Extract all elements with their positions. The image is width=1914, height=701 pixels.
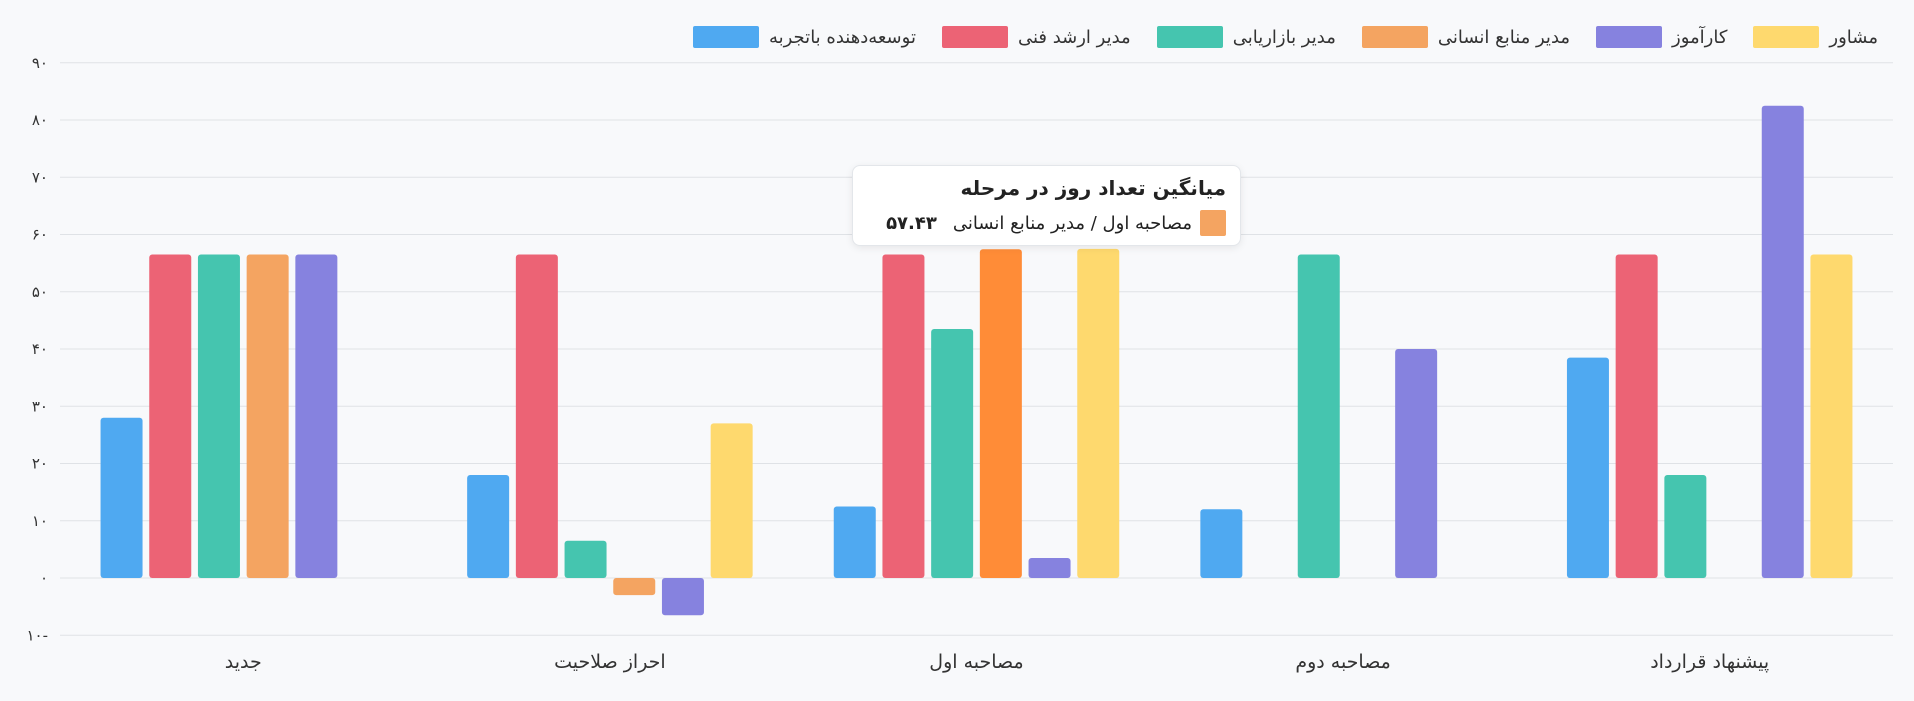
y-tick-label: ۶۰: [32, 226, 48, 244]
category-label: مصاحبه دوم: [1295, 651, 1391, 673]
legend-swatch: [1361, 26, 1428, 48]
legend-swatch: [1156, 26, 1223, 48]
bar[interactable]: [1615, 254, 1658, 578]
bar[interactable]: [100, 417, 143, 578]
bar[interactable]: [1395, 349, 1438, 578]
legend-swatch: [692, 26, 759, 48]
legend-label: مدیر منابع انسانی: [1437, 26, 1571, 48]
legend-swatch: [1753, 26, 1820, 48]
y-tick-label: ۴۰: [32, 340, 48, 358]
tooltip-swatch: [1200, 210, 1226, 236]
bar[interactable]: [246, 254, 289, 578]
legend-label: توسعه‌دهنده باتجربه: [768, 26, 916, 48]
y-tick-label: ۱۰: [32, 512, 48, 530]
category-label: پیشنهاد قرارداد: [1650, 651, 1769, 673]
legend-item[interactable]: مدیر ارشد فنی: [941, 26, 1131, 48]
bar[interactable]: [661, 578, 704, 616]
tooltip-title: میانگین تعداد روز در مرحله: [960, 176, 1226, 200]
y-tick-label: ۰: [40, 569, 48, 587]
legend-label: مدیر ارشد فنی: [1017, 26, 1131, 48]
category-label: احراز صلاحیت: [554, 651, 666, 673]
bar[interactable]: [515, 254, 558, 578]
tooltip: میانگین تعداد روز در مرحله مصاحبه اول / …: [852, 165, 1241, 246]
bar[interactable]: [1761, 105, 1804, 578]
legend-item[interactable]: مدیر منابع انسانی: [1361, 26, 1571, 48]
bars: [100, 105, 1853, 616]
legend-swatch: [941, 26, 1008, 48]
bar[interactable]: [1077, 248, 1120, 578]
x-axis-categories: جدید احراز صلاحیت مصاحبه اول مصاحبه دوم پیشن…: [225, 651, 1769, 673]
bar[interactable]: [197, 254, 240, 578]
legend-item[interactable]: مدیر بازاریابی: [1156, 26, 1336, 48]
bar[interactable]: [564, 540, 607, 578]
y-tick-label: ۱۰-: [26, 626, 48, 644]
legend: مشاور کارآموز مدیر منابع انسانی مدیر بازاری…: [692, 26, 1878, 48]
y-tick-label: ۳۰: [32, 397, 48, 415]
y-tick-label: ۸۰: [32, 111, 48, 129]
bar[interactable]: [1664, 474, 1707, 578]
category-label: جدید: [225, 651, 262, 673]
legend-label: کارآموز: [1672, 26, 1728, 48]
legend-label: مشاور: [1829, 26, 1878, 48]
y-axis-ticks: ۱۰- ۰ ۱۰ ۲۰ ۳۰ ۴۰ ۵۰ ۶۰ ۷۰ ۸۰ ۹۰: [26, 54, 48, 645]
y-tick-label: ۹۰: [32, 54, 48, 72]
bar[interactable]: [710, 423, 753, 578]
bar[interactable]: [613, 578, 656, 596]
tooltip-row: مصاحبه اول / مدیر منابع انسانی ۵۷.۴۳: [867, 210, 1226, 236]
bar[interactable]: [1297, 254, 1340, 578]
category-label: مصاحبه اول: [929, 651, 1023, 673]
bar[interactable]: [833, 506, 876, 578]
bar[interactable]: [1200, 509, 1243, 578]
legend-swatch: [1596, 26, 1663, 48]
y-tick-label: ۷۰: [32, 168, 48, 186]
y-tick-label: ۵۰: [32, 283, 48, 301]
legend-item[interactable]: کارآموز: [1596, 26, 1727, 48]
bar[interactable]: [467, 474, 510, 578]
bar[interactable]: [1566, 357, 1609, 578]
bar[interactable]: [979, 249, 1022, 578]
bar[interactable]: [1028, 557, 1071, 578]
bar[interactable]: [882, 254, 925, 578]
tooltip-label: مصاحبه اول / مدیر منابع انسانی: [952, 212, 1192, 234]
bar[interactable]: [295, 254, 338, 578]
bar[interactable]: [149, 254, 192, 578]
bar[interactable]: [931, 328, 974, 578]
legend-item[interactable]: مشاور: [1753, 26, 1878, 48]
legend-label: مدیر بازاریابی: [1232, 26, 1336, 48]
bar[interactable]: [1810, 254, 1853, 578]
tooltip-value: ۵۷.۴۳: [886, 212, 937, 234]
y-tick-label: ۲۰: [32, 455, 48, 473]
legend-item[interactable]: توسعه‌دهنده باتجربه: [692, 26, 916, 48]
